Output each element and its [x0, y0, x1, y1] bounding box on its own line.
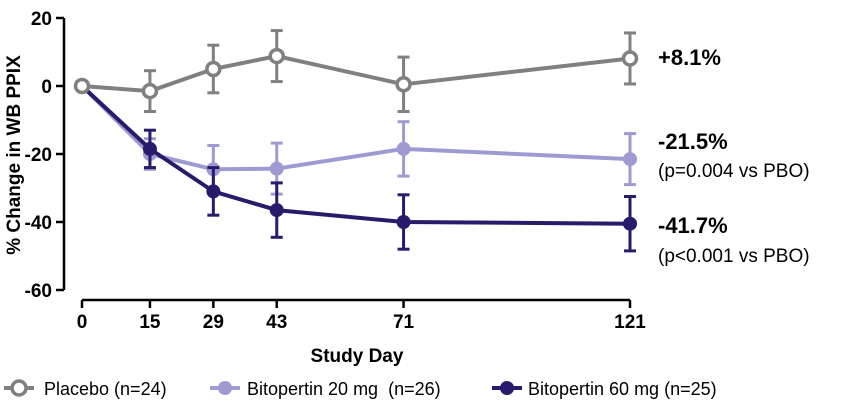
legend-item-bitopertin-20: Bitopertin 20 mg (n=26)	[210, 379, 441, 399]
legend-item-placebo: Placebo (n=24)	[4, 379, 167, 399]
bitopertin-60-end-value: -41.7%	[658, 213, 728, 238]
series-line	[81, 54, 631, 94]
data-point	[142, 141, 157, 156]
legend: Placebo (n=24) Bitopertin 20 mg (n=26) B…	[4, 379, 717, 399]
legend-label-placebo: Placebo (n=24)	[44, 379, 167, 399]
data-point	[623, 152, 637, 167]
data-point	[395, 76, 412, 93]
filled-circle-marker-icon	[500, 381, 514, 395]
filled-circle-marker-icon	[218, 381, 232, 395]
data-point	[623, 216, 637, 231]
data-point	[268, 47, 285, 65]
labels-layer: Study Day % Change in WB PPIX +8.1% -21.…	[4, 45, 810, 367]
series-1	[75, 79, 637, 196]
x-axis-title: Study Day	[311, 346, 404, 367]
legend-label-bitopertin-20: Bitopertin 20 mg (n=26)	[247, 379, 441, 399]
y-axis-title: % Change in WB PPIX	[4, 55, 25, 255]
bitopertin-60-p-value: (p<0.001 vs PBO)	[658, 246, 810, 267]
y-tick-label: -40	[25, 213, 52, 234]
data-point	[269, 203, 284, 218]
series-0	[73, 29, 639, 113]
bitopertin-20-p-value: (p=0.004 vs PBO)	[658, 161, 810, 182]
data-point	[396, 215, 411, 229]
y-tick-label: 20	[31, 9, 52, 30]
axes: 20 0 -20 -40 -60 0 15 29 43 71 121	[25, 9, 647, 333]
open-circle-marker-icon	[10, 379, 28, 397]
series-layer	[73, 29, 639, 253]
y-tick-label: 0	[41, 77, 52, 98]
data-point	[396, 141, 411, 156]
series-line	[80, 84, 631, 172]
y-tick-label: -20	[25, 145, 52, 166]
data-point	[206, 184, 221, 199]
placebo-end-value: +8.1%	[658, 45, 721, 70]
legend-item-bitopertin-60: Bitopertin 60 mg (n=25)	[492, 379, 717, 399]
x-tick-label: 15	[139, 312, 161, 333]
data-point	[73, 77, 91, 95]
legend-label-bitopertin-60: Bitopertin 60 mg (n=25)	[528, 379, 717, 399]
x-tick-label: 71	[393, 312, 415, 333]
y-tick-label: -60	[25, 281, 52, 302]
data-point	[141, 82, 159, 100]
series-line	[80, 84, 631, 226]
data-point	[269, 161, 284, 176]
x-tick-label: 0	[77, 312, 88, 333]
x-tick-label: 29	[203, 312, 224, 333]
series-2	[75, 79, 637, 253]
bitopertin-20-end-value: -21.5%	[658, 129, 728, 154]
x-tick-label: 43	[266, 312, 287, 333]
data-point	[205, 60, 222, 78]
data-point	[621, 50, 639, 67]
x-tick-label: 121	[614, 312, 646, 333]
